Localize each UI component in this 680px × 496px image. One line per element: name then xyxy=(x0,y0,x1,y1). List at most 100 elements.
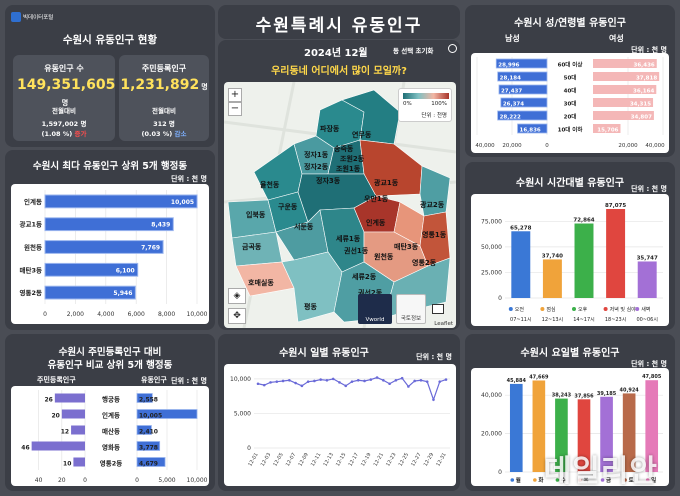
map-view[interactable]: 파장동 연무동 정자1동 송죽동 조원2동 조원1동 정자2동 정자3동 율천동… xyxy=(224,82,456,328)
x-tick-label: 40,000 xyxy=(645,143,665,149)
bar xyxy=(44,194,198,209)
resident-bar xyxy=(71,425,85,435)
x-tick-label: 14~17시 xyxy=(573,317,595,323)
map-labels: 파장동 연무동 정자1동 송죽동 조원2동 조원1동 정자2동 정자3동 율천동… xyxy=(224,82,456,328)
data-point xyxy=(300,384,304,388)
measure-icon[interactable]: ✥ xyxy=(228,308,246,324)
district-label[interactable]: 서둔동 xyxy=(294,223,314,231)
reset-selection-button[interactable]: 동 선택 초기화 xyxy=(393,45,433,55)
category-label: 영통2동 xyxy=(20,288,42,297)
weekday-panel: 수원시 요일별 유동인구 단위 : 천 명 0 20,000 40,000 45,88… xyxy=(465,334,675,491)
time-title: 수원시 시간대별 유동인구 xyxy=(515,178,625,189)
legend-marker xyxy=(635,307,640,311)
zoom-in-button[interactable]: + xyxy=(228,88,242,102)
district-label[interactable]: 세류1동 xyxy=(336,235,361,243)
district-label[interactable]: 권선1동 xyxy=(344,247,369,255)
district-label[interactable]: 호매실동 xyxy=(248,279,274,287)
bar xyxy=(574,223,594,298)
legend-label: 새벽 xyxy=(641,306,650,313)
weekday-title: 수원시 요일별 유동인구 xyxy=(520,348,620,359)
time-chart-area: 0 25,000 50,000 75,000 65,278 오전 07~11시 37,740 점… xyxy=(471,194,669,326)
district-label[interactable]: 우만1동 xyxy=(364,195,389,203)
age-label: 50대 xyxy=(564,74,577,82)
floating-label: 2,410 xyxy=(139,429,158,436)
x-tick-label: 12-11 xyxy=(310,452,322,468)
data-point xyxy=(382,378,385,382)
map-legend: 0% 100% 단위 : 천명 xyxy=(398,88,452,122)
district-label[interactable]: 조원1동 xyxy=(336,165,361,173)
legend-unit: 단위 : 천명 xyxy=(421,113,447,119)
data-point xyxy=(338,381,341,384)
legend-marker xyxy=(578,478,582,482)
district-label[interactable]: 연무동 xyxy=(352,131,372,139)
layers-icon[interactable]: ◈ xyxy=(228,288,246,304)
district-label[interactable]: 인계동 xyxy=(366,219,386,227)
x-tick-label: 12-17 xyxy=(348,452,360,468)
y-tick-label: 20,000 xyxy=(481,431,502,438)
data-point xyxy=(294,381,297,385)
zoom-out-button[interactable]: − xyxy=(228,102,242,116)
district-label[interactable]: 광교2동 xyxy=(420,201,445,209)
resident-bar xyxy=(61,409,85,419)
gender-age-panel: 수원시 성/연령별 유동인구 남성 여성 단위 : 천 명 40,000 20,0… xyxy=(465,5,675,157)
bar xyxy=(542,259,562,298)
legend-label: 오후 xyxy=(578,307,588,313)
district-label[interactable]: 원천동 xyxy=(374,253,394,261)
x-tick-label: 12-19 xyxy=(360,452,372,468)
x-tick-label: 12-29 xyxy=(423,452,435,468)
compare-unit: 단위 : 천 명 xyxy=(171,377,207,385)
district-label[interactable]: 입북동 xyxy=(246,211,266,219)
bar xyxy=(622,393,636,472)
female-label: 37,818 xyxy=(636,76,657,82)
x-tick-label: 0 xyxy=(545,143,549,149)
district-label[interactable]: 매탄3동 xyxy=(394,243,419,251)
x-tick-label: 0 xyxy=(135,477,139,484)
district-label[interactable]: 평동 xyxy=(304,303,317,311)
district-label[interactable]: 조원2동 xyxy=(340,155,365,163)
district-label[interactable]: 송죽동 xyxy=(334,145,354,153)
y-tick-label: 50,000 xyxy=(481,244,502,251)
power-icon[interactable] xyxy=(448,44,457,53)
x-tick-label: 40,000 xyxy=(475,143,495,149)
data-point xyxy=(394,378,398,382)
y-tick-label: 0 xyxy=(498,469,502,476)
district-label[interactable]: 영통2동 xyxy=(412,259,437,267)
y-tick-label: 25,000 xyxy=(481,269,502,276)
district-label[interactable]: 율천동 xyxy=(260,181,280,189)
district-label[interactable]: 광교1동 xyxy=(374,179,399,187)
x-tick-label: 금 xyxy=(606,476,611,484)
grid-icon[interactable] xyxy=(432,304,444,314)
data-point xyxy=(419,378,423,382)
district-label[interactable]: 권선2동 xyxy=(358,289,383,297)
female-label: 36,164 xyxy=(633,89,654,95)
data-label: 47,805 xyxy=(642,374,662,380)
district-label[interactable]: 영통1동 xyxy=(422,231,447,239)
data-point xyxy=(331,377,335,381)
vworld-thumb[interactable]: Vworld xyxy=(358,294,392,324)
x-tick-label: 토 xyxy=(629,477,634,484)
legend-marker xyxy=(540,307,545,311)
leaflet-attribution[interactable]: Leaflet xyxy=(434,321,453,327)
category-label: 인계동 xyxy=(24,197,42,206)
district-label[interactable]: 금곡동 xyxy=(242,243,262,251)
x-tick-label: 월 xyxy=(516,476,521,484)
district-label[interactable]: 세류2동 xyxy=(352,273,377,281)
male-label: 16,836 xyxy=(520,128,541,134)
category-label: 매탄3동 xyxy=(20,265,42,274)
resident-label: 10 xyxy=(63,461,71,468)
data-point xyxy=(306,380,310,383)
data-point xyxy=(369,378,373,381)
top5-panel: 수원시 최다 유동인구 상위 5개 행정동 단위 : 천 명 0 2,000 4,0… xyxy=(5,150,215,330)
district-label[interactable]: 정자2동 xyxy=(304,163,329,171)
x-tick-label: 12-27 xyxy=(410,452,422,468)
male-bar xyxy=(497,71,548,82)
district-label[interactable]: 정자3동 xyxy=(316,177,341,185)
land-thumb[interactable]: 국토정보 xyxy=(396,294,426,324)
resident-bar xyxy=(73,457,85,467)
district-label[interactable]: 정자1동 xyxy=(304,151,329,159)
y-tick-label: 75,000 xyxy=(481,218,502,225)
x-tick-label: 12-05 xyxy=(272,452,284,468)
district-label[interactable]: 구운동 xyxy=(278,203,298,211)
district-label[interactable]: 파장동 xyxy=(320,125,340,133)
daily-panel: 수원시 일별 유동인구 단위 : 천 명 0 5,000 10,000 12-01 12… xyxy=(218,334,460,491)
